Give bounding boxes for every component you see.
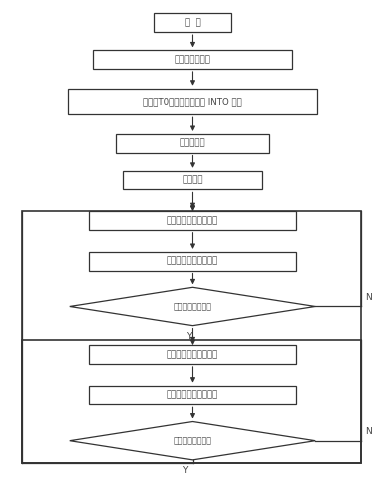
Polygon shape — [70, 287, 315, 326]
Text: N: N — [365, 427, 372, 436]
Text: N: N — [365, 292, 372, 302]
FancyBboxPatch shape — [89, 345, 296, 364]
Text: 南北绿灯时间到？: 南北绿灯时间到？ — [174, 302, 211, 311]
Text: 定时器计时开始倒计时: 定时器计时开始倒计时 — [167, 390, 218, 399]
Text: 开启中断: 开启中断 — [182, 176, 203, 185]
FancyBboxPatch shape — [154, 13, 231, 32]
Text: 南北红灯时间到？: 南北红灯时间到？ — [174, 436, 211, 445]
Text: 南北红灯亮东西绿灯亮: 南北红灯亮东西绿灯亮 — [167, 350, 218, 359]
Text: 开  始: 开 始 — [185, 18, 200, 27]
FancyBboxPatch shape — [89, 211, 296, 230]
Text: Y: Y — [182, 466, 187, 475]
Polygon shape — [70, 422, 315, 460]
FancyBboxPatch shape — [89, 252, 296, 271]
Text: 启动定时器: 启动定时器 — [180, 139, 205, 148]
FancyBboxPatch shape — [68, 89, 317, 114]
Text: 系统初始化设置: 系统初始化设置 — [174, 55, 211, 64]
FancyBboxPatch shape — [116, 134, 269, 153]
Text: 南北绿灯亮东西红灯亮: 南北绿灯亮东西红灯亮 — [167, 216, 218, 225]
Text: 定时器T0寄存器赋初始値 INTO 中断: 定时器T0寄存器赋初始値 INTO 中断 — [143, 97, 242, 106]
Text: 定时器计时开始倒计时: 定时器计时开始倒计时 — [167, 257, 218, 266]
Text: Y: Y — [186, 332, 191, 341]
FancyBboxPatch shape — [89, 386, 296, 404]
FancyBboxPatch shape — [124, 171, 261, 189]
FancyBboxPatch shape — [93, 50, 292, 69]
